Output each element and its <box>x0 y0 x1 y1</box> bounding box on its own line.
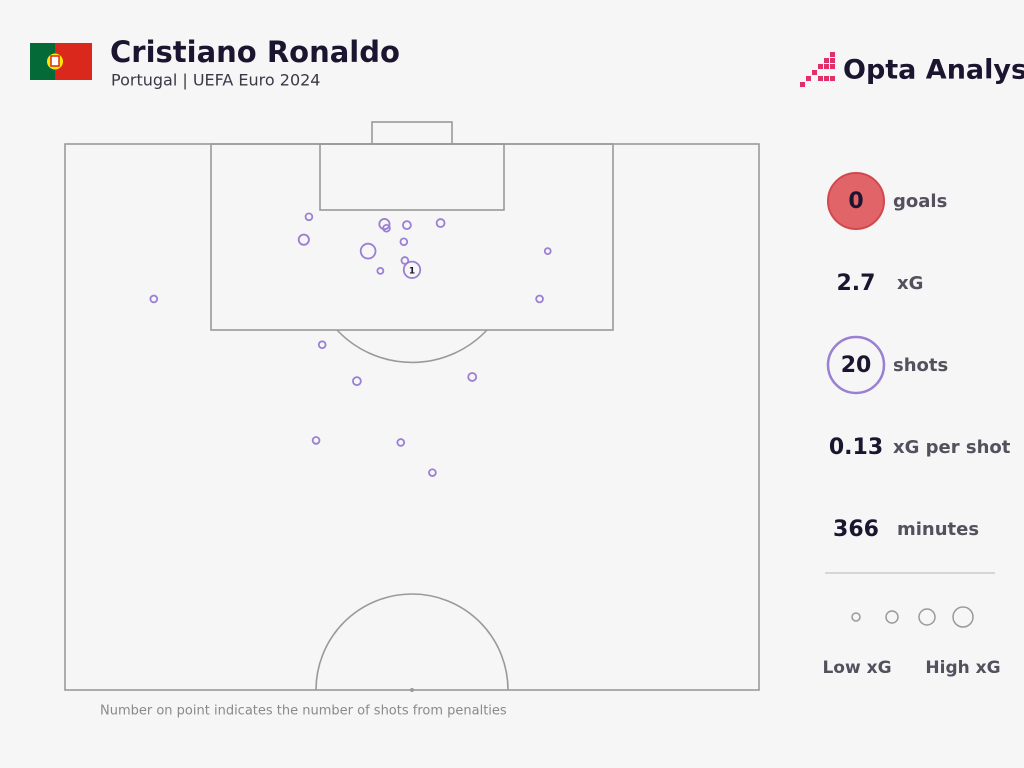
stat-label: goals <box>893 191 947 212</box>
shots-badge <box>826 335 886 395</box>
stat-label: shots <box>893 355 948 376</box>
shot <box>311 436 321 445</box>
shot <box>352 376 362 386</box>
stat-label: xG per shot <box>893 437 1011 458</box>
brand: Opta Analyst <box>843 55 1024 86</box>
shot <box>304 212 314 222</box>
goals-badge <box>827 172 885 230</box>
shot <box>543 247 552 256</box>
shot <box>378 218 391 231</box>
shot <box>435 218 446 228</box>
shot <box>400 256 410 265</box>
shot <box>428 468 437 477</box>
shot <box>376 266 385 275</box>
stat-label: minutes <box>897 519 979 540</box>
shot <box>467 372 478 382</box>
stat-label: xG <box>897 273 923 294</box>
size-legend <box>851 606 974 628</box>
stat-value: 366 <box>833 517 879 542</box>
shot <box>317 340 327 350</box>
shot <box>382 223 391 233</box>
flag <box>30 43 92 80</box>
subtitle: Portugal | UEFA Euro 2024 <box>111 71 320 90</box>
legend-low: Low xG <box>822 658 891 678</box>
shot <box>297 233 310 246</box>
stat-value: 0 <box>848 189 863 214</box>
shot <box>402 260 422 279</box>
pitch <box>64 121 760 692</box>
shot <box>149 294 159 304</box>
logo <box>800 52 835 87</box>
shot <box>359 242 377 260</box>
shot <box>396 438 406 447</box>
stat-value: 20 <box>841 353 872 378</box>
stat-value: 2.7 <box>837 271 876 296</box>
shot <box>402 220 412 230</box>
penalty-count: 1 <box>409 266 415 276</box>
footnote: Number on point indicates the number of … <box>100 704 507 719</box>
title: Cristiano Ronaldo <box>110 35 400 69</box>
stat-value: 0.13 <box>829 435 883 460</box>
legend-high: High xG <box>925 658 1000 678</box>
shot <box>535 294 544 304</box>
shot <box>399 237 409 247</box>
